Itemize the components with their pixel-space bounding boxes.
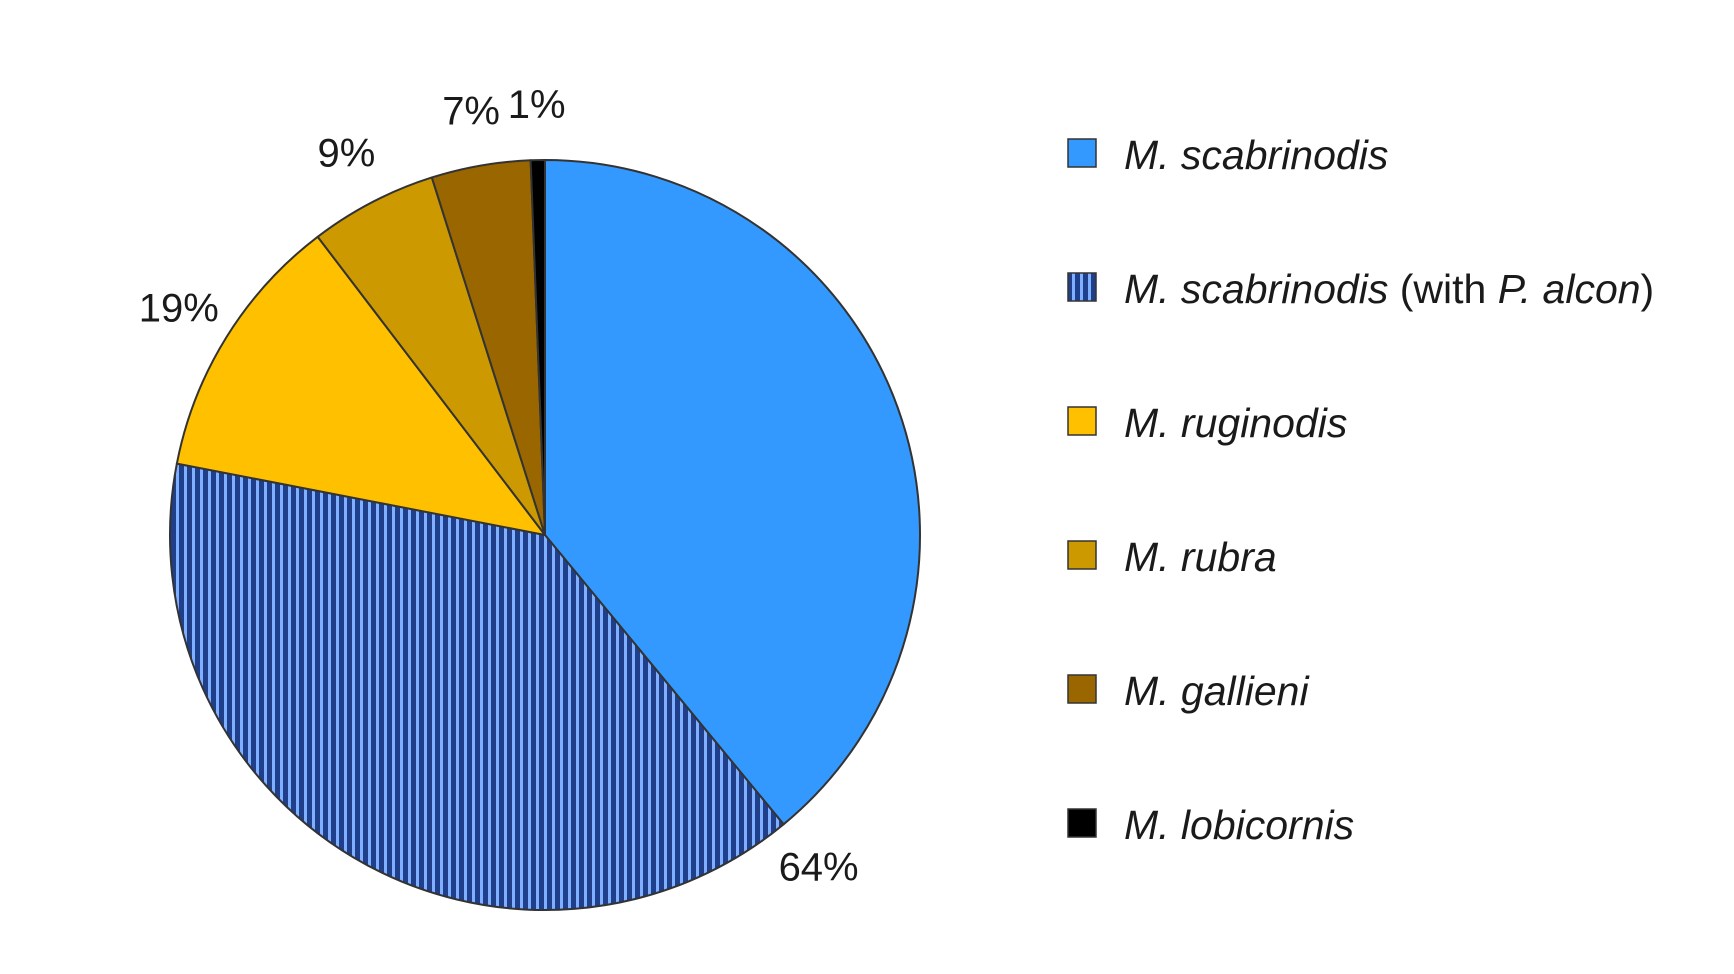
pie-slices: [169, 159, 921, 912]
pie-slice-m-lobicornis: [529, 159, 546, 536]
pie-slice-m-scabrinodis: [544, 159, 921, 826]
legend-label: M. rubra: [1124, 534, 1277, 580]
data-label: 9%: [317, 132, 375, 176]
legend-swatch: [1067, 540, 1097, 570]
legend-swatch: [1067, 674, 1097, 704]
legend-swatch: [1067, 406, 1097, 436]
pie-slice-m-ruginodis: [175, 235, 546, 536]
legend-label: M. scabrinodis (with P. alcon): [1124, 266, 1654, 312]
legend-item: M. scabrinodis: [1067, 132, 1388, 178]
legend-swatch: [1067, 272, 1097, 302]
legend-swatch: [1067, 808, 1097, 838]
legend-swatch: [1067, 138, 1097, 168]
data-label: 1%: [508, 83, 566, 127]
legend-label: M. lobicornis: [1124, 802, 1354, 848]
legend-item: M. lobicornis: [1067, 802, 1354, 848]
pie-data-labels: 64% 19% 9% 7% 1%: [139, 83, 859, 890]
pie-slice-m-scabrinodis-with-p-alcon: [169, 462, 785, 912]
legend-label: M. scabrinodis: [1124, 132, 1388, 178]
legend-label: M. ruginodis: [1124, 400, 1347, 446]
legend-item: M. rubra: [1067, 534, 1277, 580]
data-label: 19%: [139, 287, 219, 331]
legend-item: M. ruginodis: [1067, 400, 1347, 446]
legend-item: M. gallieni: [1067, 668, 1310, 714]
data-label: 7%: [442, 89, 500, 133]
legend-label: M. gallieni: [1124, 668, 1310, 714]
data-label: 64%: [779, 846, 859, 890]
pie-slice-m-rubra: [316, 176, 546, 536]
legend-item: M. scabrinodis (with P. alcon): [1067, 266, 1654, 312]
legend: M. scabrinodis M. scabrinodis (with P. al…: [1067, 132, 1654, 848]
